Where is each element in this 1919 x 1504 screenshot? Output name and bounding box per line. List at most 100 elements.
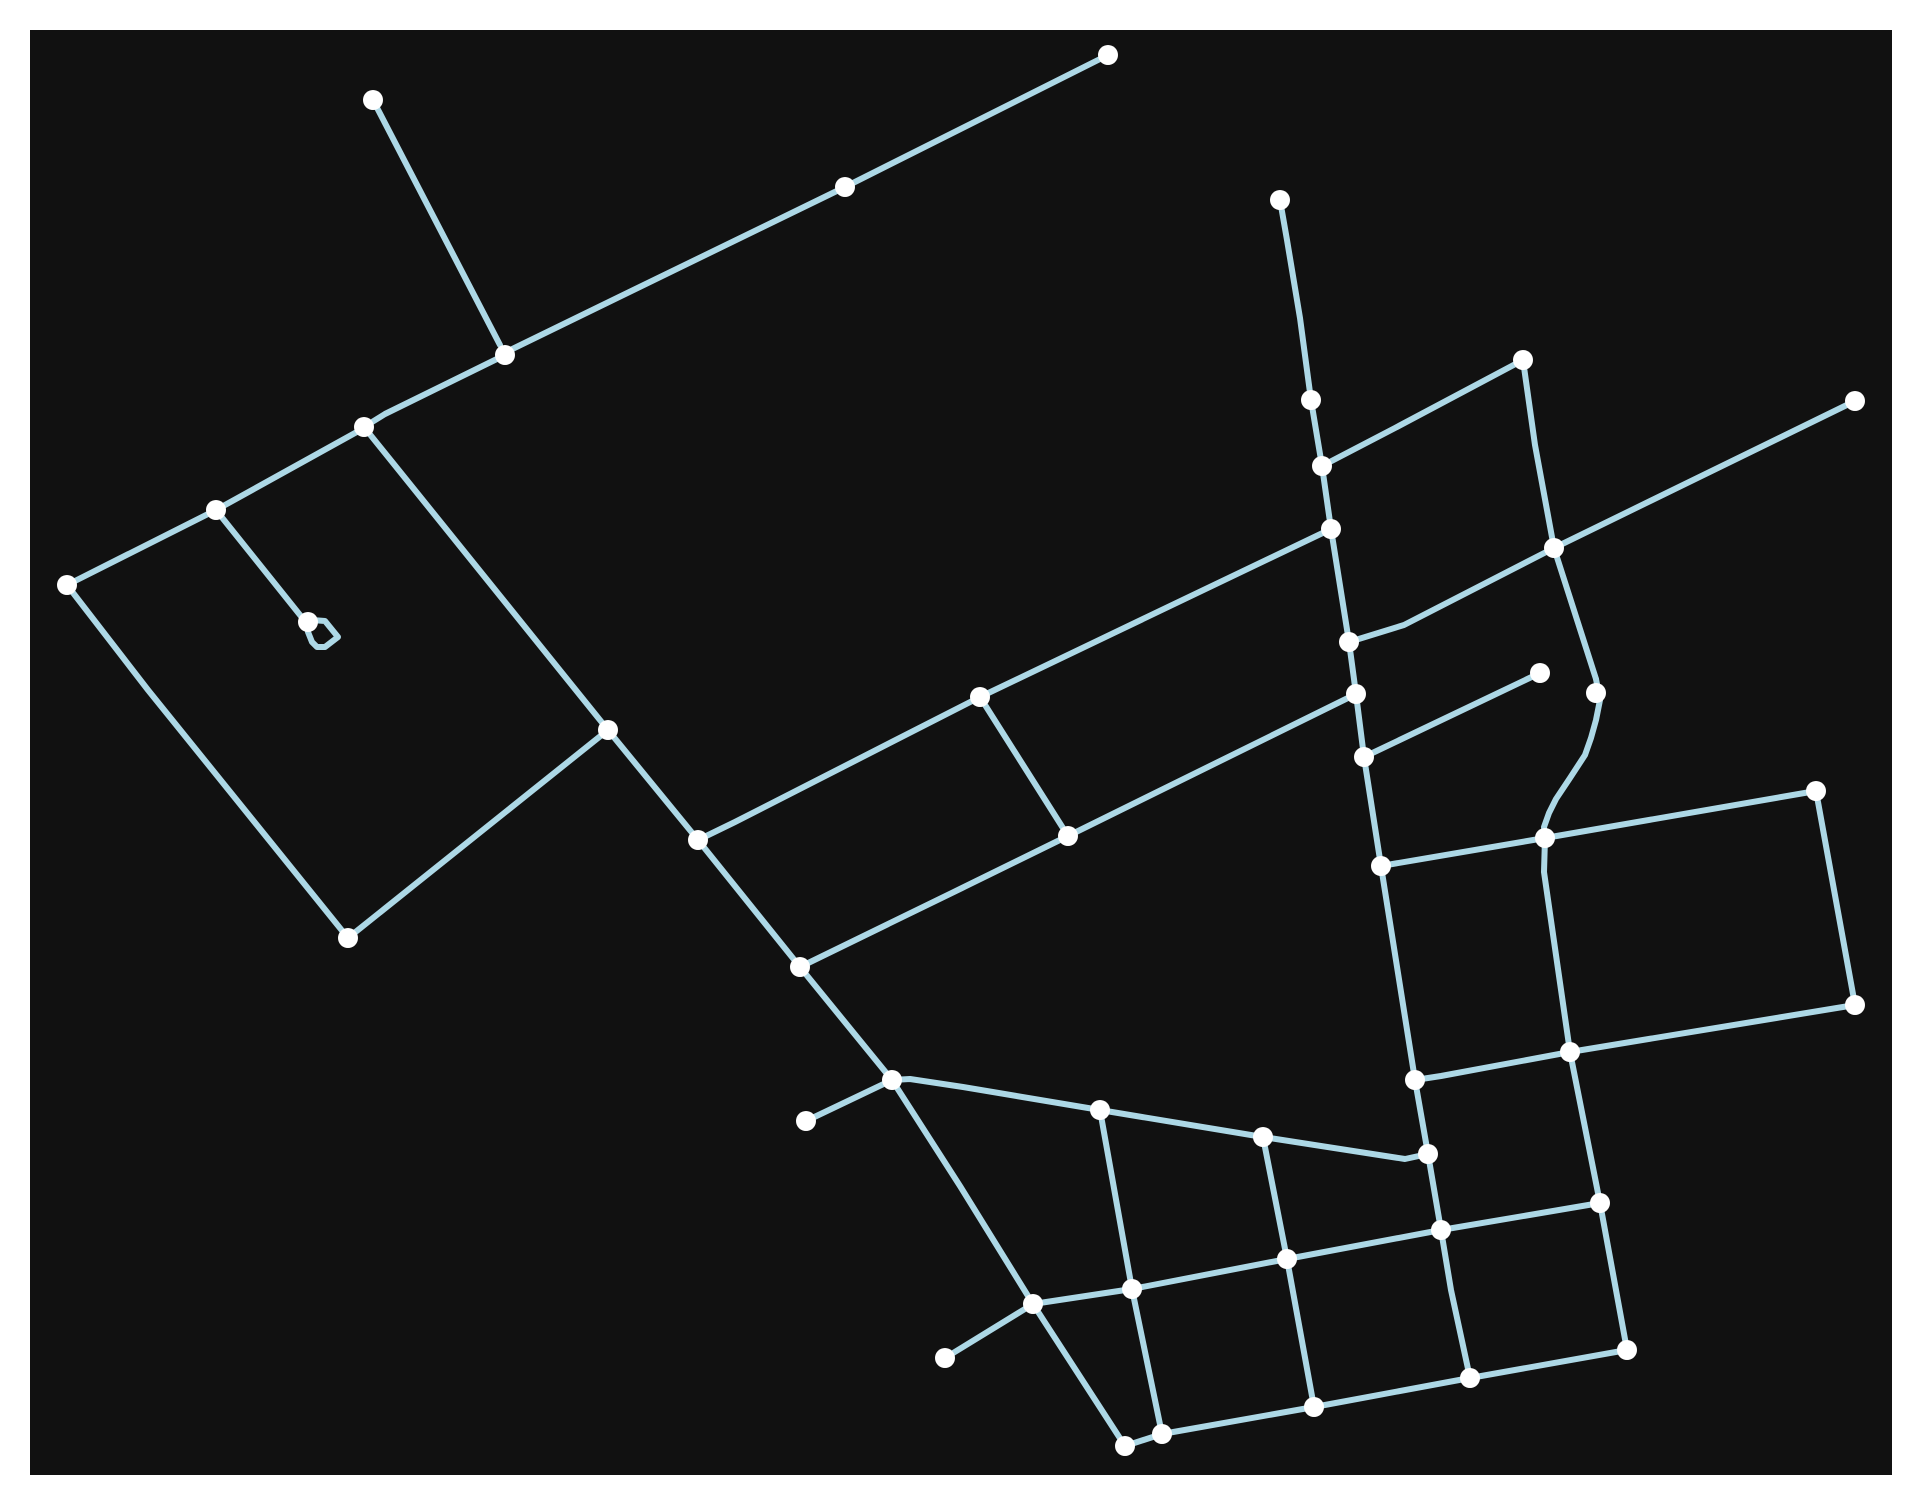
intersection-node [1845, 391, 1865, 411]
intersection-node [1312, 456, 1332, 476]
street-edge [1438, 1200, 1603, 1233]
street-edge [1551, 545, 1599, 682]
intersection-node [1806, 781, 1826, 801]
intersection-node [1321, 519, 1341, 539]
street-edge [1361, 670, 1543, 760]
street-edge [1284, 1227, 1444, 1262]
intersection-node [1354, 747, 1374, 767]
street-edge [213, 507, 311, 628]
street-edge [345, 727, 611, 941]
intersection-node [1301, 390, 1321, 410]
street-edge [1412, 1049, 1573, 1083]
street-edge [1129, 1256, 1290, 1292]
intersection-node [1513, 350, 1533, 370]
street-edge [497, 52, 1111, 358]
street-edge [1030, 1301, 1128, 1449]
street-edge [1260, 1134, 1290, 1262]
street-edge [1097, 1107, 1266, 1140]
street-edge [361, 424, 611, 733]
street-edge [1260, 1134, 1431, 1162]
street-edge [1311, 1375, 1473, 1410]
intersection-node [206, 500, 226, 520]
street-edge [1308, 397, 1325, 469]
intersection-node [882, 1070, 902, 1090]
intersection-node [1617, 1340, 1637, 1360]
intersection-node [935, 1348, 955, 1368]
street-edge [1097, 1107, 1135, 1292]
intersection-node [1460, 1368, 1480, 1388]
intersection-node [1530, 663, 1550, 683]
intersection-node [1544, 538, 1564, 558]
intersection-node [1371, 856, 1391, 876]
street-edge [977, 694, 1071, 839]
intersection-node [1845, 995, 1865, 1015]
street-edge [1277, 197, 1314, 403]
intersection-node [598, 720, 618, 740]
street-edge [1030, 1286, 1135, 1307]
intersection-node [1346, 684, 1366, 704]
intersection-node [1418, 1144, 1438, 1164]
intersection-nodes [57, 45, 1865, 1456]
intersection-node [1590, 1193, 1610, 1213]
street-edge [1425, 1151, 1444, 1233]
street-edge [1567, 1049, 1603, 1206]
intersection-node [1535, 828, 1555, 848]
intersection-node [1586, 683, 1606, 703]
street-edge [977, 526, 1334, 700]
street-edge [1378, 863, 1418, 1083]
street-edge [361, 352, 508, 430]
map-canvas [30, 30, 1892, 1475]
intersection-node [970, 687, 990, 707]
intersection-node [1405, 1070, 1425, 1090]
street-edge [1378, 835, 1548, 869]
street-edge [1328, 526, 1352, 645]
intersection-node [495, 345, 515, 365]
street-edge [803, 1077, 895, 1124]
intersection-node [835, 177, 855, 197]
intersection-node [338, 928, 358, 948]
street-edge [1412, 1077, 1431, 1157]
street-edge [1542, 788, 1819, 841]
intersection-node [354, 417, 374, 437]
street-edge [64, 582, 351, 941]
intersection-node [1253, 1127, 1273, 1147]
street-edge [889, 1076, 1103, 1113]
intersection-node [1058, 826, 1078, 846]
street-edge [695, 837, 803, 970]
intersection-node [1098, 45, 1118, 65]
intersection-node [1115, 1436, 1135, 1456]
intersection-node [1304, 1397, 1324, 1417]
street-edge [1065, 691, 1359, 839]
intersection-node [298, 612, 318, 632]
street-edge [942, 1301, 1036, 1361]
intersection-node [796, 1111, 816, 1131]
street-edge [1346, 545, 1557, 645]
street-edge [1551, 398, 1858, 551]
street-edge [1567, 1002, 1858, 1055]
intersection-node [1023, 1294, 1043, 1314]
street-edge [1284, 1256, 1317, 1410]
street-edge [1159, 1404, 1317, 1437]
intersection-node [1090, 1100, 1110, 1120]
street-edge [1353, 691, 1367, 760]
street-edge [1467, 1347, 1630, 1381]
street-edge [370, 97, 503, 348]
intersection-node [1277, 1249, 1297, 1269]
street-edge [605, 727, 701, 843]
street-edge [1319, 463, 1334, 532]
street-edge [1319, 357, 1526, 469]
street-edge [1813, 788, 1858, 1008]
street-edge [1129, 1286, 1165, 1437]
street-edge [1520, 357, 1557, 551]
street-edges [64, 52, 1858, 1449]
intersection-node [1431, 1220, 1451, 1240]
intersection-node [1122, 1279, 1142, 1299]
street-edge [1597, 1200, 1630, 1353]
street-edge [797, 833, 1071, 970]
intersection-node [1270, 190, 1290, 210]
intersection-node [688, 830, 708, 850]
intersection-node [1152, 1424, 1172, 1444]
intersection-node [57, 575, 77, 595]
intersection-node [790, 957, 810, 977]
